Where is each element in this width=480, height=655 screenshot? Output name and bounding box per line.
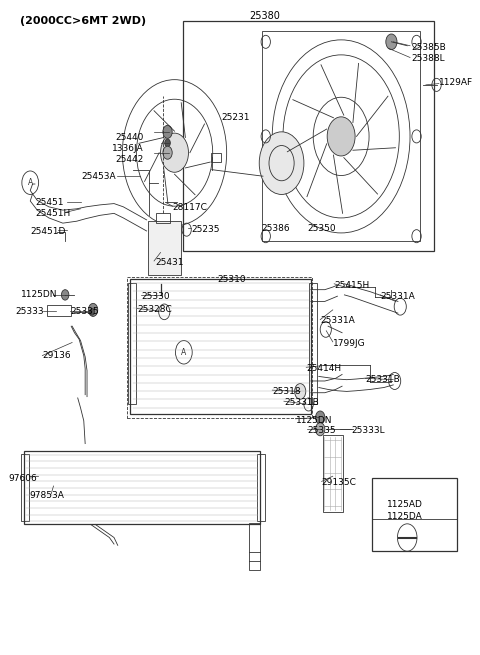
Circle shape <box>61 290 69 300</box>
Text: 29136: 29136 <box>42 351 71 360</box>
Text: 28117C: 28117C <box>173 203 207 212</box>
Text: 25431: 25431 <box>155 258 183 267</box>
Text: 25453A: 25453A <box>82 172 116 181</box>
Text: A: A <box>28 178 33 187</box>
Text: 1129AF: 1129AF <box>439 78 473 86</box>
Text: 25414H: 25414H <box>306 364 341 373</box>
Bar <box>21 454 29 521</box>
Text: 25333L: 25333L <box>351 426 385 435</box>
Text: 25331B: 25331B <box>365 375 400 384</box>
Bar <box>156 214 170 223</box>
Text: 25380: 25380 <box>249 11 280 22</box>
Bar <box>127 276 312 417</box>
Text: 25440: 25440 <box>115 132 144 141</box>
Text: 25335: 25335 <box>307 426 336 435</box>
Bar <box>47 305 71 316</box>
Text: 25318: 25318 <box>272 387 301 396</box>
Text: 1125AD: 1125AD <box>387 500 422 510</box>
Text: 25330: 25330 <box>141 292 169 301</box>
Circle shape <box>90 309 95 315</box>
Bar <box>249 523 260 570</box>
Text: 25442: 25442 <box>115 155 144 164</box>
Circle shape <box>386 34 397 50</box>
Bar <box>148 221 180 275</box>
Circle shape <box>163 146 172 159</box>
Bar <box>257 454 265 521</box>
Circle shape <box>327 117 355 156</box>
Text: 1125DN: 1125DN <box>21 290 58 299</box>
Text: 25331A: 25331A <box>381 292 416 301</box>
Text: 1336JA: 1336JA <box>112 143 144 153</box>
Text: 25350: 25350 <box>308 224 336 233</box>
Text: 1125DN: 1125DN <box>296 417 332 425</box>
Text: 1125DA: 1125DA <box>387 512 422 521</box>
Text: 25385B: 25385B <box>411 43 446 52</box>
Circle shape <box>315 422 325 436</box>
Circle shape <box>315 411 325 424</box>
Bar <box>262 31 420 242</box>
Text: 25235: 25235 <box>191 225 220 234</box>
Circle shape <box>88 303 98 316</box>
Text: 25415H: 25415H <box>334 280 370 290</box>
Circle shape <box>295 384 306 400</box>
Circle shape <box>161 133 189 172</box>
Text: 25335: 25335 <box>70 307 99 316</box>
Text: 25388L: 25388L <box>411 54 444 64</box>
Text: 25328C: 25328C <box>137 305 172 314</box>
Text: 25451H: 25451H <box>35 209 70 218</box>
Text: 29135C: 29135C <box>322 478 357 487</box>
Bar <box>372 477 457 552</box>
Bar <box>183 21 434 251</box>
Bar <box>24 451 260 525</box>
Text: 25451D: 25451D <box>30 227 66 236</box>
Text: 25451: 25451 <box>35 198 63 207</box>
Circle shape <box>163 125 172 138</box>
Bar <box>323 435 343 512</box>
Bar <box>128 283 136 404</box>
Bar <box>309 283 317 404</box>
Bar <box>130 278 311 414</box>
Text: 25331B: 25331B <box>284 398 319 407</box>
Circle shape <box>259 132 304 195</box>
Text: 1799JG: 1799JG <box>333 339 365 348</box>
Bar <box>211 153 221 162</box>
Text: 25331A: 25331A <box>320 316 355 326</box>
Text: 25310: 25310 <box>217 274 246 284</box>
Text: (2000CC>6MT 2WD): (2000CC>6MT 2WD) <box>20 16 146 26</box>
Text: 97853A: 97853A <box>29 491 64 500</box>
Text: A: A <box>181 348 186 357</box>
Circle shape <box>165 139 170 147</box>
Text: 25386: 25386 <box>261 224 290 233</box>
Text: 25231: 25231 <box>221 113 250 122</box>
Text: 97606: 97606 <box>8 474 37 483</box>
Text: 25333: 25333 <box>15 307 44 316</box>
